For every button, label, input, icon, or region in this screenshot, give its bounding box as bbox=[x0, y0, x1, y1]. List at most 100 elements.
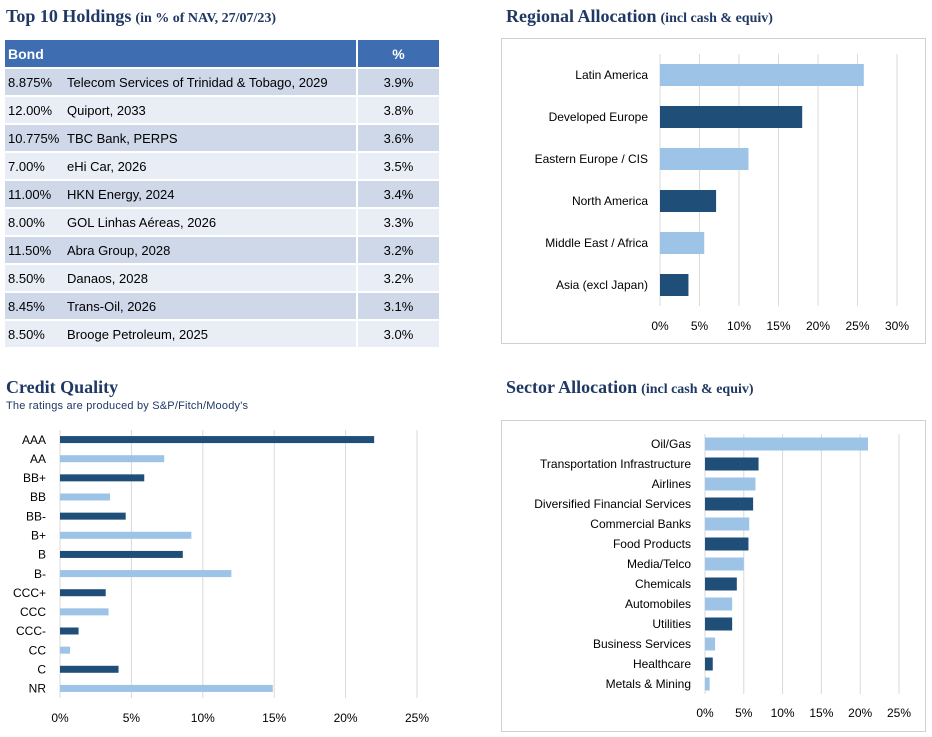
credit-title: Credit Quality bbox=[6, 377, 118, 398]
bar-airlines bbox=[705, 477, 756, 491]
bar-developed-europe bbox=[660, 106, 803, 128]
x-tick-label: 20% bbox=[848, 706, 872, 720]
category-label: B bbox=[38, 548, 46, 562]
category-label: Business Services bbox=[593, 637, 691, 651]
sector-title-text: Sector Allocation bbox=[506, 377, 638, 397]
x-tick-label: 5% bbox=[691, 319, 709, 333]
category-label: Oil/Gas bbox=[651, 437, 691, 451]
bar-bb bbox=[60, 493, 110, 501]
x-tick-label: 10% bbox=[191, 711, 215, 725]
bar-ccc bbox=[60, 608, 109, 616]
row-name: GOL Linhas Aéreas, 2026 bbox=[67, 208, 357, 237]
sector-subtitle: (incl cash & equiv) bbox=[641, 382, 754, 397]
bar-middle-east-africa bbox=[660, 232, 705, 254]
x-tick-label: 30% bbox=[885, 319, 909, 333]
holdings-title: Top 10 Holdings (in % of NAV, 27/07/23) bbox=[6, 6, 276, 27]
bar-aa bbox=[60, 455, 165, 463]
table-row: 8.00% GOL Linhas Aéreas, 2026 3.3% bbox=[5, 208, 439, 237]
bar-transportation-infrastructure bbox=[705, 457, 759, 471]
category-label: Healthcare bbox=[633, 657, 691, 671]
bar-c bbox=[60, 665, 119, 673]
table-row: 12.00% Quiport, 2033 3.8% bbox=[5, 96, 439, 125]
sector-chart: Oil/Gas Transportation Infrastructure Airl… bbox=[534, 434, 911, 720]
row-rate: 8.50% bbox=[5, 264, 67, 293]
category-label: Airlines bbox=[652, 477, 691, 491]
x-tick-label: 0% bbox=[696, 706, 714, 720]
bar-chemicals bbox=[705, 577, 737, 591]
category-label: B- bbox=[34, 567, 46, 581]
category-label: Transportation Infrastructure bbox=[540, 457, 691, 471]
x-tick-label: 25% bbox=[405, 711, 429, 725]
row-pct: 3.1% bbox=[356, 292, 439, 321]
bar-utilities bbox=[705, 617, 733, 631]
row-pct: 3.9% bbox=[356, 68, 439, 97]
row-pct: 3.2% bbox=[356, 264, 439, 293]
bar-b bbox=[60, 550, 183, 558]
category-label: Developed Europe bbox=[549, 110, 649, 124]
x-tick-label: 15% bbox=[766, 319, 790, 333]
regional-title-text: Regional Allocation bbox=[506, 6, 657, 26]
category-label: Utilities bbox=[652, 617, 691, 631]
x-tick-label: 20% bbox=[334, 711, 358, 725]
row-rate: 11.00% bbox=[5, 180, 67, 209]
row-name: Telecom Services of Trinidad & Tobago, 2… bbox=[67, 68, 357, 97]
bar-media-telco bbox=[705, 557, 744, 571]
bar-healthcare bbox=[705, 657, 713, 671]
category-label: B+ bbox=[31, 528, 46, 542]
header-bond: Bond bbox=[5, 40, 357, 69]
table-row: 8.45% Trans-Oil, 2026 3.1% bbox=[5, 292, 439, 321]
row-rate: 8.45% bbox=[5, 292, 67, 321]
bar-b- bbox=[60, 570, 232, 578]
row-name: Quiport, 2033 bbox=[67, 96, 357, 125]
table-row: 10.775% TBC Bank, PERPS 3.6% bbox=[5, 124, 439, 153]
row-rate: 8.875% bbox=[5, 68, 67, 97]
category-label: CCC- bbox=[16, 624, 46, 638]
row-name: Brooge Petroleum, 2025 bbox=[67, 320, 357, 349]
category-label: Chemicals bbox=[635, 577, 691, 591]
row-rate: 7.00% bbox=[5, 152, 67, 181]
table-row: 8.50% Danaos, 2028 3.2% bbox=[5, 264, 439, 293]
category-label: Diversified Financial Services bbox=[534, 497, 691, 511]
row-pct: 3.0% bbox=[356, 320, 439, 349]
bar-north-america bbox=[660, 190, 717, 212]
sector-chart-frame bbox=[501, 420, 926, 732]
x-tick-label: 10% bbox=[771, 706, 795, 720]
category-label: Media/Telco bbox=[627, 557, 691, 571]
header-pct: % bbox=[356, 40, 439, 69]
category-label: Asia (excl Japan) bbox=[556, 278, 648, 292]
x-tick-label: 5% bbox=[735, 706, 753, 720]
holdings-subtitle: (in % of NAV, 27/07/23) bbox=[135, 11, 277, 26]
bar-cc bbox=[60, 646, 70, 654]
bar-oil-gas bbox=[705, 437, 868, 451]
category-label: AA bbox=[30, 452, 46, 466]
category-label: Eastern Europe / CIS bbox=[535, 152, 648, 166]
holdings-title-text: Top 10 Holdings bbox=[6, 6, 132, 26]
category-label: BB bbox=[30, 490, 46, 504]
x-tick-label: 0% bbox=[51, 711, 69, 725]
row-rate: 12.00% bbox=[5, 96, 67, 125]
category-label: CC bbox=[29, 643, 47, 657]
row-name: Abra Group, 2028 bbox=[67, 236, 357, 265]
bar-aaa bbox=[60, 436, 375, 444]
bar-automobiles bbox=[705, 597, 733, 611]
sector-title: Sector Allocation (incl cash & equiv) bbox=[506, 377, 754, 398]
category-label: Metals & Mining bbox=[606, 677, 691, 691]
category-label: Latin America bbox=[575, 68, 648, 82]
regional-title: Regional Allocation (incl cash & equiv) bbox=[506, 6, 773, 27]
category-label: Middle East / Africa bbox=[545, 236, 648, 250]
category-label: AAA bbox=[22, 433, 46, 447]
holdings-header-row: Bond % bbox=[5, 40, 439, 69]
category-label: North America bbox=[572, 194, 648, 208]
regional-chart: Latin America Developed Europe Eastern Eur… bbox=[535, 54, 909, 333]
row-name: Trans-Oil, 2026 bbox=[67, 292, 357, 321]
row-name: TBC Bank, PERPS bbox=[67, 124, 357, 153]
table-row: 8.50% Brooge Petroleum, 2025 3.0% bbox=[5, 320, 439, 349]
row-pct: 3.8% bbox=[356, 96, 439, 125]
bar-nr bbox=[60, 684, 273, 692]
row-pct: 3.3% bbox=[356, 208, 439, 237]
regional-subtitle: (incl cash & equiv) bbox=[660, 11, 773, 26]
row-rate: 8.00% bbox=[5, 208, 67, 237]
category-label: Automobiles bbox=[625, 597, 691, 611]
credit-title-text: Credit Quality bbox=[6, 377, 119, 397]
